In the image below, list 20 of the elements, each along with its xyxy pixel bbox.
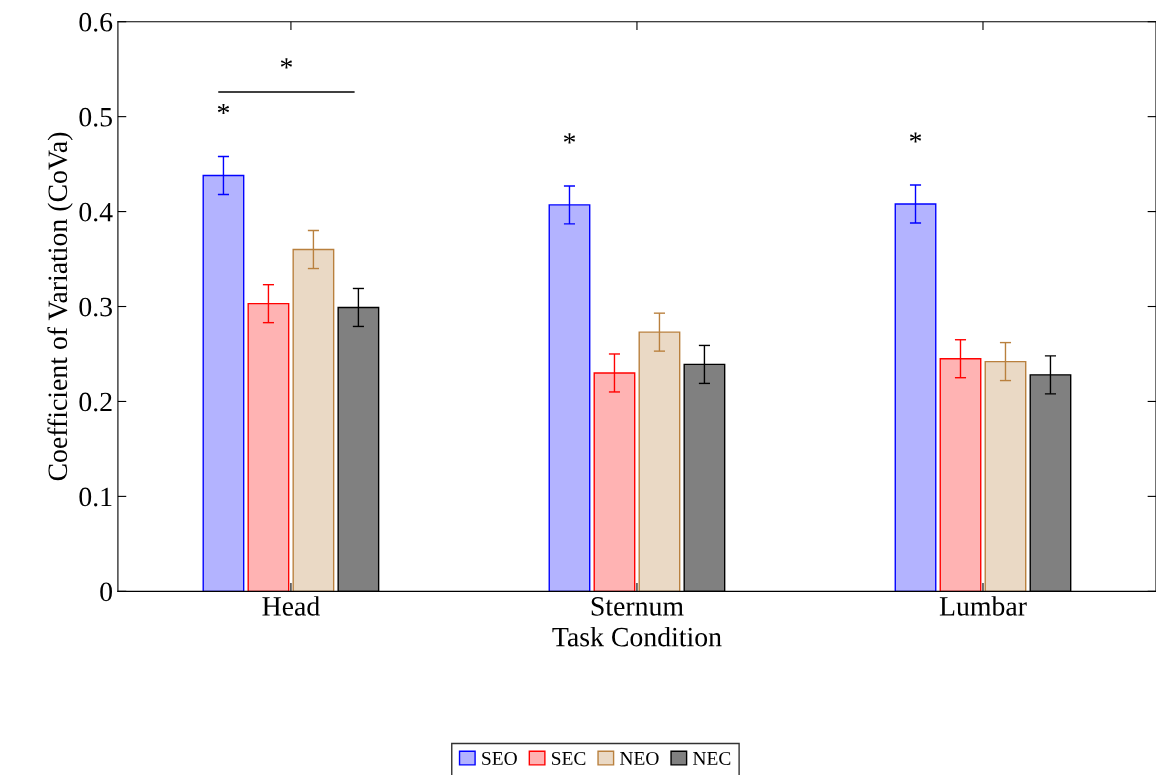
y-tick-label: 0 [100,582,112,602]
y-tick-label: 0.1 [79,487,112,507]
y-tick-label: 0.6 [79,12,113,32]
annotation: * [280,58,293,69]
y-tick-label: 0.3 [79,297,112,317]
legend-label: SEO [482,751,517,766]
y-axis-title: Coefficient of Variation (CoVa) [47,132,73,481]
x-tick-label: Lumbar [939,596,1027,616]
y-tick-label: 0.4 [79,202,113,222]
y-tick-label: 0.2 [79,392,112,412]
annotation: * [563,133,576,144]
legend-label: SEC [552,751,586,766]
annotation: * [217,103,230,115]
legend-label: NEO [619,751,659,766]
legend-label: NEC [693,751,731,766]
x-axis-title: Task Condition [552,626,722,647]
x-tick-label: Head [262,596,320,616]
x-tick-label: Sternum [591,597,684,616]
y-tick-label: 0.5 [79,107,112,127]
annotation: * [909,132,922,143]
